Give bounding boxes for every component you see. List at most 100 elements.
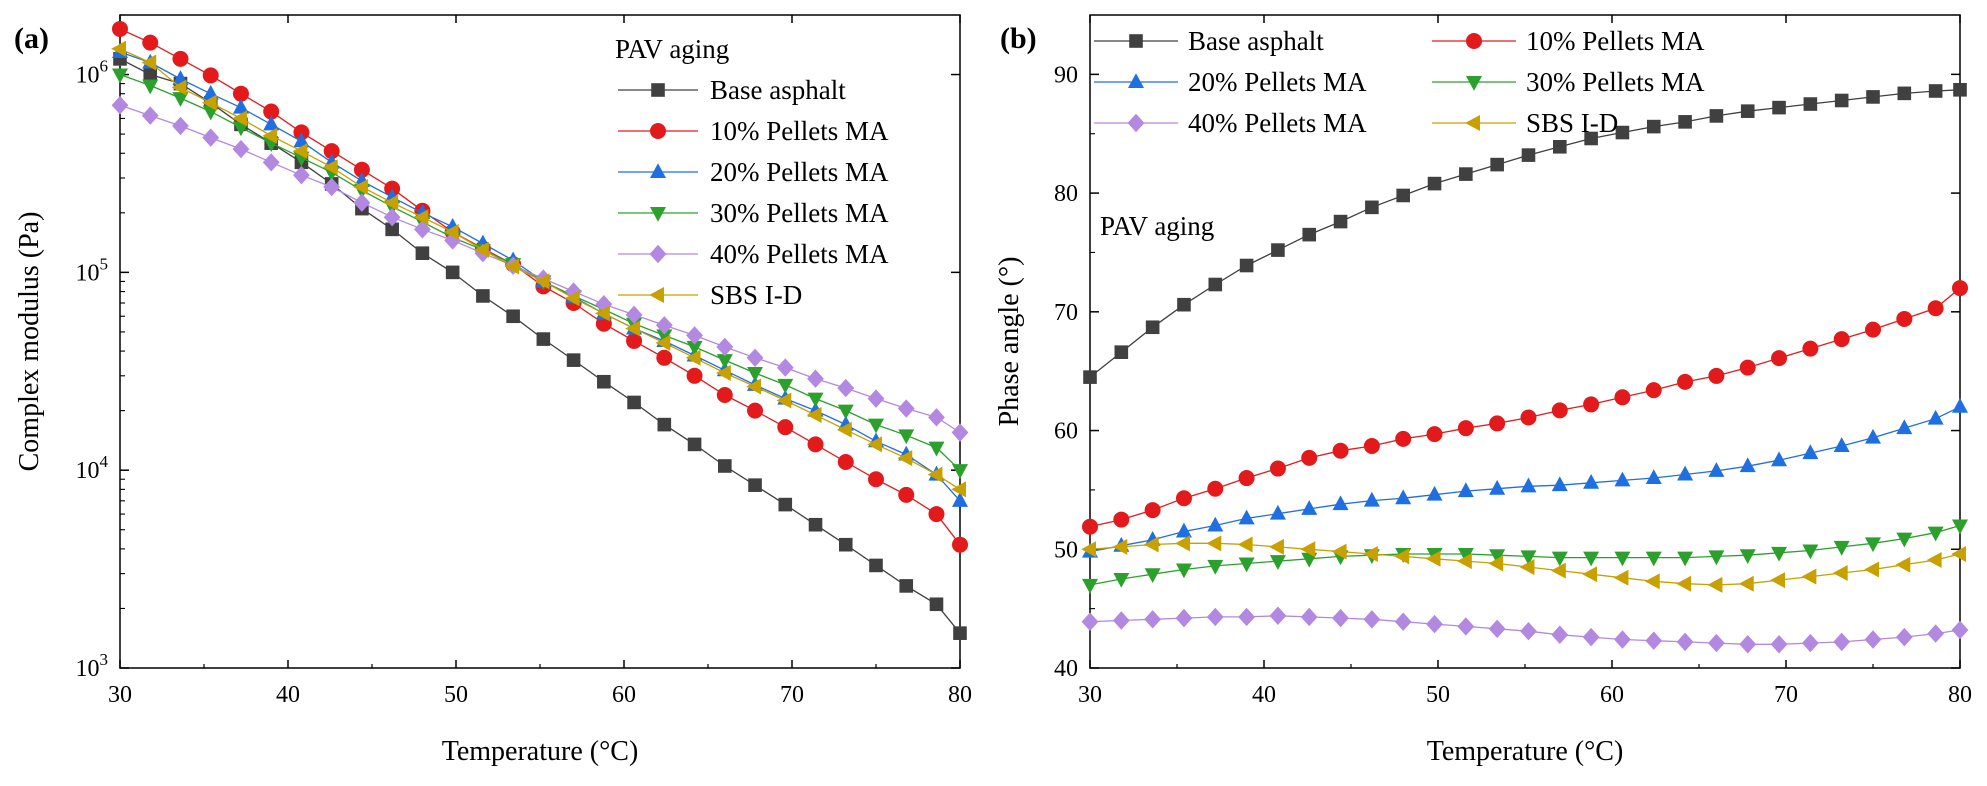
data-point [1739, 359, 1756, 376]
x-axis-title: Temperature (°C) [442, 736, 639, 767]
data-point [1832, 565, 1848, 582]
data-point [655, 334, 671, 351]
data-point [1395, 489, 1412, 505]
legend: Base asphalt 10% Pellets MA 20% Pellets MA… [1094, 26, 1705, 138]
data-point [807, 392, 824, 408]
data-point [1951, 546, 1966, 563]
legend-label: Base asphalt [710, 75, 846, 105]
data-point [1677, 465, 1694, 481]
data-point [1833, 331, 1850, 348]
data-point [1396, 188, 1410, 203]
data-point [1678, 115, 1692, 129]
data-point [1927, 624, 1945, 643]
data-point [686, 340, 703, 356]
annotation-label: PAV aging [1100, 211, 1214, 241]
data-point [1521, 148, 1536, 162]
y-tick-label: 103 [76, 650, 109, 682]
series-triangle-left [1081, 535, 1966, 593]
legend-label: SBS I-D [1526, 108, 1618, 138]
data-point [627, 395, 641, 410]
data-point [868, 418, 884, 434]
data-point [536, 332, 551, 346]
data-point [1175, 563, 1192, 579]
data-point [1866, 90, 1880, 104]
data-point [1520, 409, 1537, 426]
data-point [928, 408, 945, 427]
data-point [1645, 631, 1663, 650]
data-point [1865, 321, 1881, 338]
data-point [1896, 310, 1913, 327]
data-point [111, 95, 129, 115]
data-point [747, 366, 764, 382]
data-point [1426, 426, 1443, 443]
data-point [1896, 419, 1913, 435]
data-point [1081, 541, 1096, 558]
data-point [1145, 320, 1160, 335]
y-tick-label: 40 [1054, 656, 1078, 682]
data-point [1144, 610, 1162, 629]
data-point [143, 67, 158, 82]
data-point [1802, 340, 1819, 357]
legend-item: SBS I-D [1432, 108, 1618, 138]
data-point [686, 326, 703, 345]
y-tick-exponent: 4 [100, 452, 109, 471]
data-point [1459, 167, 1473, 181]
data-point [1676, 575, 1692, 592]
legend-label: Base asphalt [1188, 26, 1324, 56]
data-point [1365, 200, 1379, 215]
data-point [142, 34, 159, 51]
data-point [1144, 502, 1161, 519]
data-point [353, 179, 368, 196]
data-point [716, 354, 733, 369]
data-point [1363, 610, 1381, 629]
data-point [687, 437, 702, 452]
data-point [951, 423, 969, 442]
x-tick-label: 40 [1252, 682, 1276, 708]
x-tick-label: 60 [1600, 682, 1624, 708]
data-point [746, 378, 762, 395]
data-point [1238, 607, 1255, 627]
data-point [1551, 551, 1568, 567]
data-point [1803, 97, 1818, 111]
data-point [1864, 630, 1882, 649]
data-point [506, 309, 520, 324]
data-point [1363, 437, 1380, 454]
data-point [1551, 625, 1569, 644]
data-point [1300, 607, 1318, 627]
legend-marker [651, 83, 665, 97]
data-point [1928, 84, 1943, 98]
data-point [202, 67, 219, 84]
x-tick-label: 80 [948, 682, 972, 708]
y-axis-title: Phase angle (°) [994, 257, 1025, 427]
data-point [1707, 576, 1723, 593]
data-point [1833, 437, 1850, 452]
x-axis-title: Temperature (°C) [1427, 736, 1624, 767]
data-point [1207, 516, 1224, 532]
data-point [807, 369, 824, 388]
data-point [232, 85, 249, 102]
data-point [778, 497, 793, 512]
data-point [777, 419, 794, 436]
data-point [383, 194, 399, 211]
data-point [597, 374, 611, 389]
data-point [1953, 82, 1967, 97]
data-point [1582, 627, 1600, 647]
data-point [1583, 396, 1600, 413]
data-point [1489, 479, 1506, 495]
data-point [1177, 297, 1191, 312]
data-point [1952, 519, 1968, 535]
data-point [1333, 214, 1348, 229]
y-tick-label: 50 [1054, 537, 1078, 563]
data-point [1394, 548, 1410, 565]
data-point [1332, 442, 1349, 459]
data-point [1175, 490, 1192, 507]
x-tick-label: 70 [1774, 682, 1798, 708]
data-point [1239, 258, 1254, 273]
data-point [1394, 612, 1412, 631]
data-point [1520, 550, 1537, 566]
data-point [141, 54, 157, 71]
y-tick-base: 10 [76, 458, 100, 484]
y-tick-label: 80 [1054, 181, 1078, 207]
data-point [1770, 572, 1786, 589]
